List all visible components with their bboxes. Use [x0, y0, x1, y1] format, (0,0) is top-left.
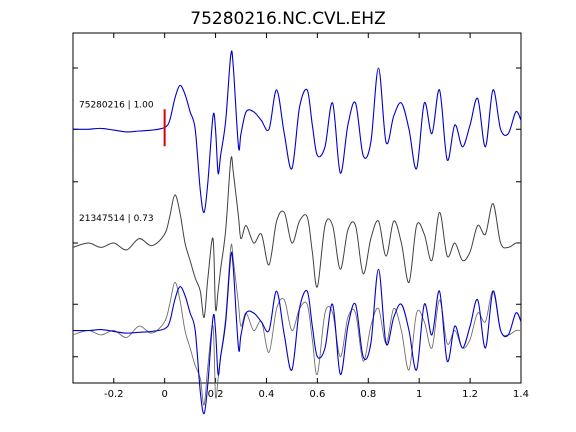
x-tick-label: 0.6 [309, 389, 325, 400]
x-tick-label: 1.4 [513, 389, 529, 400]
trace-gray-panel-2 [72, 156, 522, 318]
chart-title: 75280216.NC.CVL.EHZ [190, 9, 385, 29]
plot-frame [72, 32, 522, 384]
traces [72, 50, 522, 415]
x-tick-label: 0.4 [259, 389, 275, 400]
x-tick-label: 1.2 [462, 389, 478, 400]
trace-label-1: 75280216 | 1.00 [79, 100, 154, 110]
x-axis: -0.2 0 0.2 0.4 0.6 0.8 1 1.2 1.4 [104, 33, 529, 400]
trace-blue-panel-3 [72, 251, 522, 415]
trace-labels: 75280216 | 1.00 21347514 | 0.73 [79, 100, 154, 224]
trace-blue-panel-1 [72, 50, 522, 213]
x-tick-label: 1 [416, 389, 422, 400]
x-tick-label: 0 [161, 389, 167, 400]
y-axis [73, 67, 521, 358]
x-tick-label: -0.2 [104, 389, 124, 400]
trace-label-2: 21347514 | 0.73 [79, 214, 154, 224]
plot-border [72, 32, 522, 384]
x-tick-label: 0.8 [360, 389, 376, 400]
